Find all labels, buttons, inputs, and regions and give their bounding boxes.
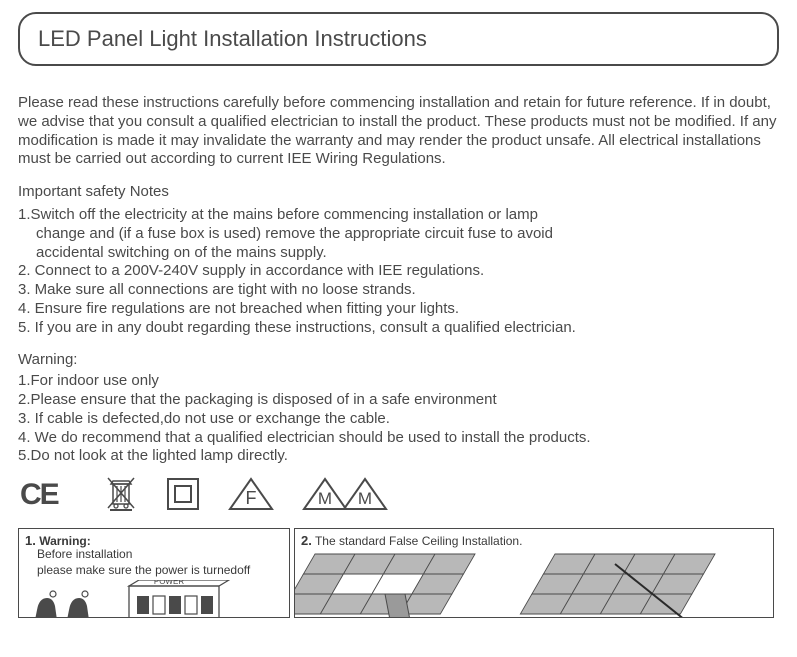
panel-2-header: 2. The standard False Ceiling Installati… [295, 529, 773, 548]
safety-note-3: 3. Make sure all connections are tight w… [18, 281, 779, 300]
panel-2-number: 2. [301, 533, 312, 548]
svg-text:M: M [318, 489, 332, 508]
panel-2-illustration [295, 548, 774, 618]
warning-heading: Warning: [18, 351, 779, 368]
svg-text:M: M [358, 489, 372, 508]
safety-note-1c: accidental switching on of the mains sup… [18, 244, 779, 263]
panel-2-installation: 2. The standard False Ceiling Installati… [294, 528, 774, 618]
panel-1-header: 1. Warning: [19, 529, 289, 548]
safety-note-4: 4. Ensure fire regulations are not breac… [18, 300, 779, 319]
warning-2: 2.Please ensure that the packaging is di… [18, 391, 779, 410]
svg-text:POWER: POWER [154, 580, 184, 586]
panel-1-line2: please make sure the power is turnedoff [19, 564, 289, 580]
ce-mark-icon: CE [20, 478, 76, 510]
safety-notes-list: 1.Switch off the electricity at the main… [18, 206, 779, 337]
title-panel: LED Panel Light Installation Instruction… [18, 12, 779, 66]
svg-text:F: F [246, 488, 257, 508]
safety-note-5: 5. If you are in any doubt regarding the… [18, 319, 779, 338]
warning-4: 4. We do recommend that a qualified elec… [18, 429, 779, 448]
page-title: LED Panel Light Installation Instruction… [38, 26, 759, 52]
safety-heading: Important safety Notes [18, 183, 779, 200]
panel-1-line1: Before installation [19, 548, 289, 564]
safety-note-1b: change and (if a fuse box is used) remov… [18, 225, 779, 244]
panel-2-text: The standard False Ceiling Installation. [315, 534, 522, 548]
panel-1-number: 1. [25, 533, 36, 548]
intro-paragraph: Please read these instructions carefully… [18, 94, 779, 169]
warning-3: 3. If cable is defected,do not use or ex… [18, 410, 779, 429]
safety-note-2: 2. Connect to a 200V-240V supply in acco… [18, 262, 779, 281]
instruction-panels: 1. Warning: Before installation please m… [18, 528, 779, 618]
mm-double-triangle-icon: M M [302, 477, 388, 511]
panel-1-label: Warning: [39, 534, 91, 548]
warning-list: 1.For indoor use only 2.Please ensure th… [18, 372, 779, 466]
svg-text:CE: CE [20, 478, 59, 510]
class2-double-square-icon [166, 477, 200, 511]
warning-5: 5.Do not look at the lighted lamp direct… [18, 447, 779, 466]
f-triangle-icon: F [228, 477, 274, 511]
weee-bin-icon [104, 476, 138, 512]
compliance-icon-row: CE F M M [18, 476, 779, 512]
safety-note-1a: 1.Switch off the electricity at the main… [18, 206, 779, 225]
warning-1: 1.For indoor use only [18, 372, 779, 391]
panel-1-warning: 1. Warning: Before installation please m… [18, 528, 290, 618]
panel-1-illustration: POWER [19, 580, 290, 618]
